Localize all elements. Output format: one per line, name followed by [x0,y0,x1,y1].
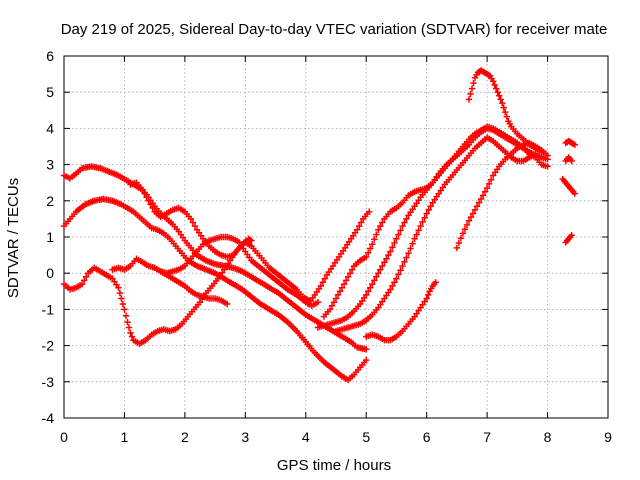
y-tick-label: -2 [42,338,55,354]
grid [64,56,608,418]
x-tick-label: 8 [544,429,552,445]
y-tick-label: 2 [46,193,54,209]
series-track-j [332,134,539,335]
x-tick-label: 6 [423,429,431,445]
y-tick-label: -4 [42,410,55,426]
series-track-h [320,125,551,320]
y-tick-label: -1 [42,301,55,317]
y-axis-title: SDTVAR / TECUs [5,178,22,298]
chart-title: Day 219 of 2025, Sidereal Day-to-day VTE… [61,21,608,38]
data-mark-track-e [127,179,312,304]
y-tick-label: 0 [46,265,54,281]
data-mark-track-p [559,175,578,197]
series-track-o [562,154,575,165]
series-track-k [363,279,439,344]
series-track-n [562,137,578,148]
series-track-g [305,208,373,308]
series-track-i [314,123,551,331]
data-mark-track-h [320,125,551,320]
data-mark-track-a [60,163,370,353]
x-tick-label: 5 [362,429,370,445]
series-track-b [60,195,370,384]
data-mark-track-i [314,123,551,331]
series-track-a [60,163,370,353]
y-tick-label: 1 [46,229,54,245]
y-axis: -4 -3 -2 -1 0 1 2 3 4 5 6 [42,48,608,426]
y-tick-label: -3 [42,374,55,390]
data-mark-track-j [332,134,539,335]
x-tick-label: 7 [483,429,491,445]
data-mark-track-q [562,232,575,246]
series-track-c [60,235,255,347]
data-marks [60,67,578,384]
x-tick-label: 4 [302,429,310,445]
x-tick-label: 9 [604,429,612,445]
data-mark-track-b [60,195,370,384]
data-mark-track-c [60,235,255,347]
x-axis-title: GPS time / hours [277,457,391,474]
series-track-p [559,175,578,197]
y-tick-label: 4 [46,120,54,136]
series-track-e [127,179,312,304]
data-mark-track-k [363,279,439,344]
series-track-m [465,67,545,156]
y-tick-label: 3 [46,157,54,173]
x-tick-label: 2 [181,429,189,445]
data-mark-track-m [465,67,545,156]
series-track-q [562,232,575,246]
x-tick-label: 3 [241,429,249,445]
data-mark-track-f [157,233,322,309]
data-mark-track-g [305,208,373,308]
data-mark-track-n [562,137,578,148]
x-axis: 0 1 2 3 4 5 6 7 8 9 [60,56,612,445]
x-tick-label: 1 [121,429,129,445]
series-track-f [157,233,322,309]
x-tick-label: 0 [60,429,68,445]
y-tick-label: 6 [46,48,54,64]
data-mark-track-o [562,154,575,165]
y-tick-label: 5 [46,84,54,100]
